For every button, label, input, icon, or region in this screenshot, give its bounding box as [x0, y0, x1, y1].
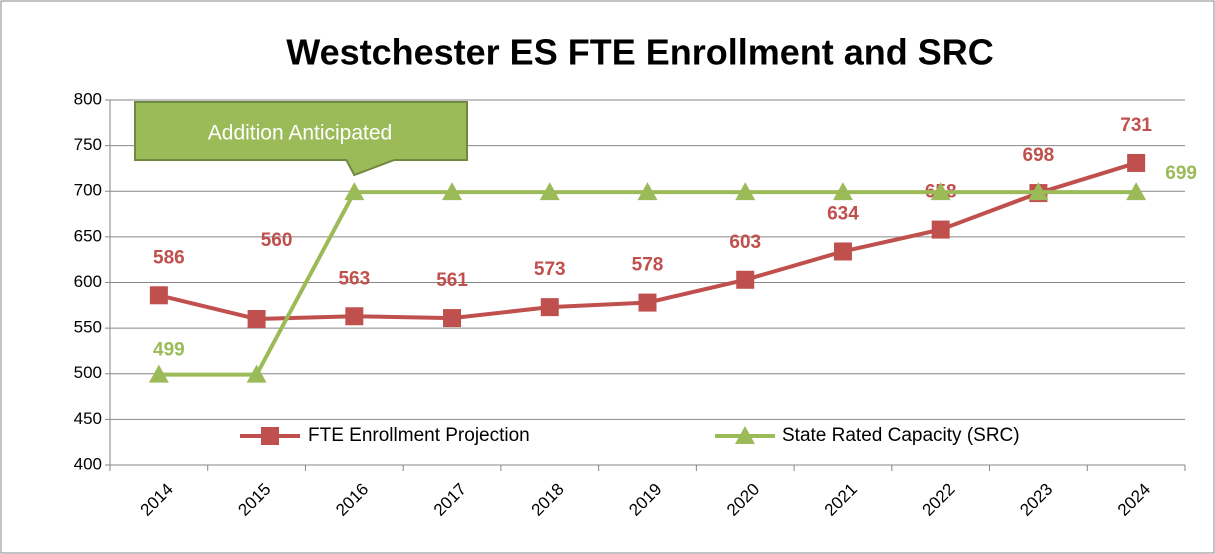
marker: [1028, 182, 1049, 201]
marker: [344, 182, 365, 201]
legend-marker: [735, 426, 755, 444]
y-tick-label: 650: [74, 226, 102, 245]
marker: [443, 309, 462, 328]
y-tick-label: 500: [74, 363, 102, 382]
marker: [833, 242, 852, 261]
data-label: 499: [153, 340, 185, 361]
marker: [540, 298, 559, 317]
legend-label: State Rated Capacity (SRC): [782, 425, 1020, 446]
data-label: 586: [153, 247, 185, 268]
marker: [931, 220, 950, 239]
chart-title: Westchester ES FTE Enrollment and SRC: [286, 32, 993, 73]
y-tick-label: 600: [74, 272, 102, 291]
marker: [149, 286, 168, 305]
annotation-text: Addition Anticipated: [208, 122, 392, 145]
data-label: 578: [632, 255, 664, 276]
y-tick-label: 550: [74, 318, 102, 337]
y-tick-label: 800: [74, 89, 102, 108]
legend-marker: [261, 427, 279, 445]
y-tick-label: 750: [74, 135, 102, 154]
marker: [247, 310, 266, 328]
marker: [637, 182, 658, 201]
data-label: 634: [827, 203, 859, 224]
data-label: 603: [729, 232, 761, 253]
marker: [638, 293, 657, 312]
marker: [442, 182, 463, 201]
data-label: 699: [1165, 163, 1197, 184]
marker: [148, 364, 169, 383]
marker: [1127, 153, 1146, 172]
marker: [832, 182, 853, 201]
annotation-box: [134, 101, 468, 177]
marker: [736, 270, 755, 289]
y-tick-label: 450: [74, 409, 102, 428]
marker: [345, 307, 364, 326]
data-label: 731: [1120, 115, 1152, 136]
y-tick-label: 700: [74, 181, 102, 200]
marker: [246, 364, 267, 383]
marker: [930, 182, 951, 201]
data-label: 573: [534, 259, 566, 280]
y-tick-label: 400: [74, 454, 102, 473]
marker: [539, 182, 560, 201]
data-label: 563: [338, 268, 370, 289]
marker: [1126, 182, 1147, 201]
legend-label: FTE Enrollment Projection: [308, 425, 530, 446]
marker: [735, 182, 756, 201]
data-label: 560: [261, 230, 293, 251]
data-label: 561: [436, 270, 468, 291]
data-label: 698: [1023, 145, 1055, 166]
